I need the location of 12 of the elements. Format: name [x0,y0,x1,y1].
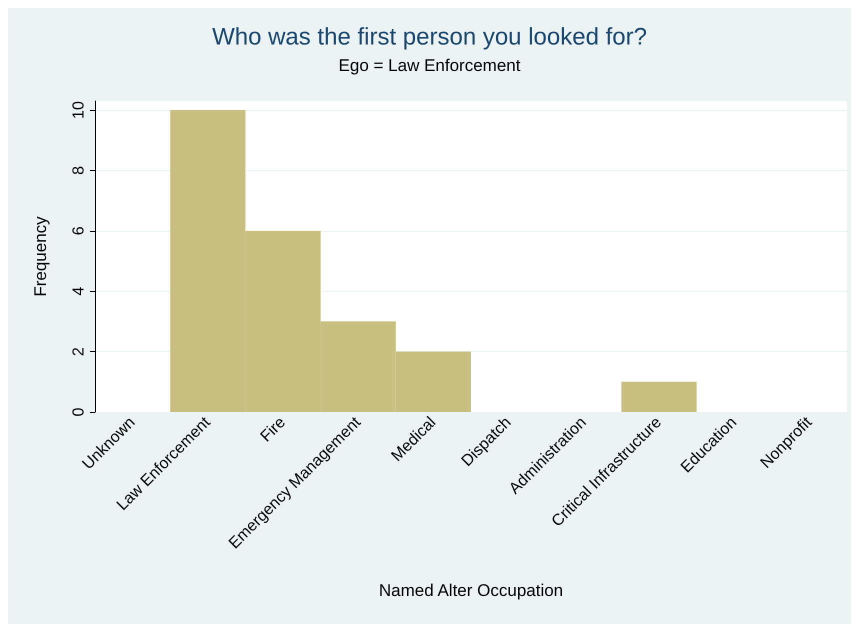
chart-subtitle: Ego = Law Enforcement [338,56,521,75]
y-tick-label: 0 [70,407,88,416]
y-tick-label: 10 [70,101,88,119]
chart-title: Who was the first person you looked for? [212,24,647,50]
y-tick-label: 2 [70,347,88,356]
y-tick-label: 8 [70,166,88,175]
x-axis-title: Named Alter Occupation [378,581,564,600]
x-tick-label: Fire [258,414,290,446]
y-tick-label: 4 [70,286,88,296]
y-tick-label: 6 [70,226,88,236]
y-axis-title: Frequency [31,216,50,297]
bar [621,382,697,412]
